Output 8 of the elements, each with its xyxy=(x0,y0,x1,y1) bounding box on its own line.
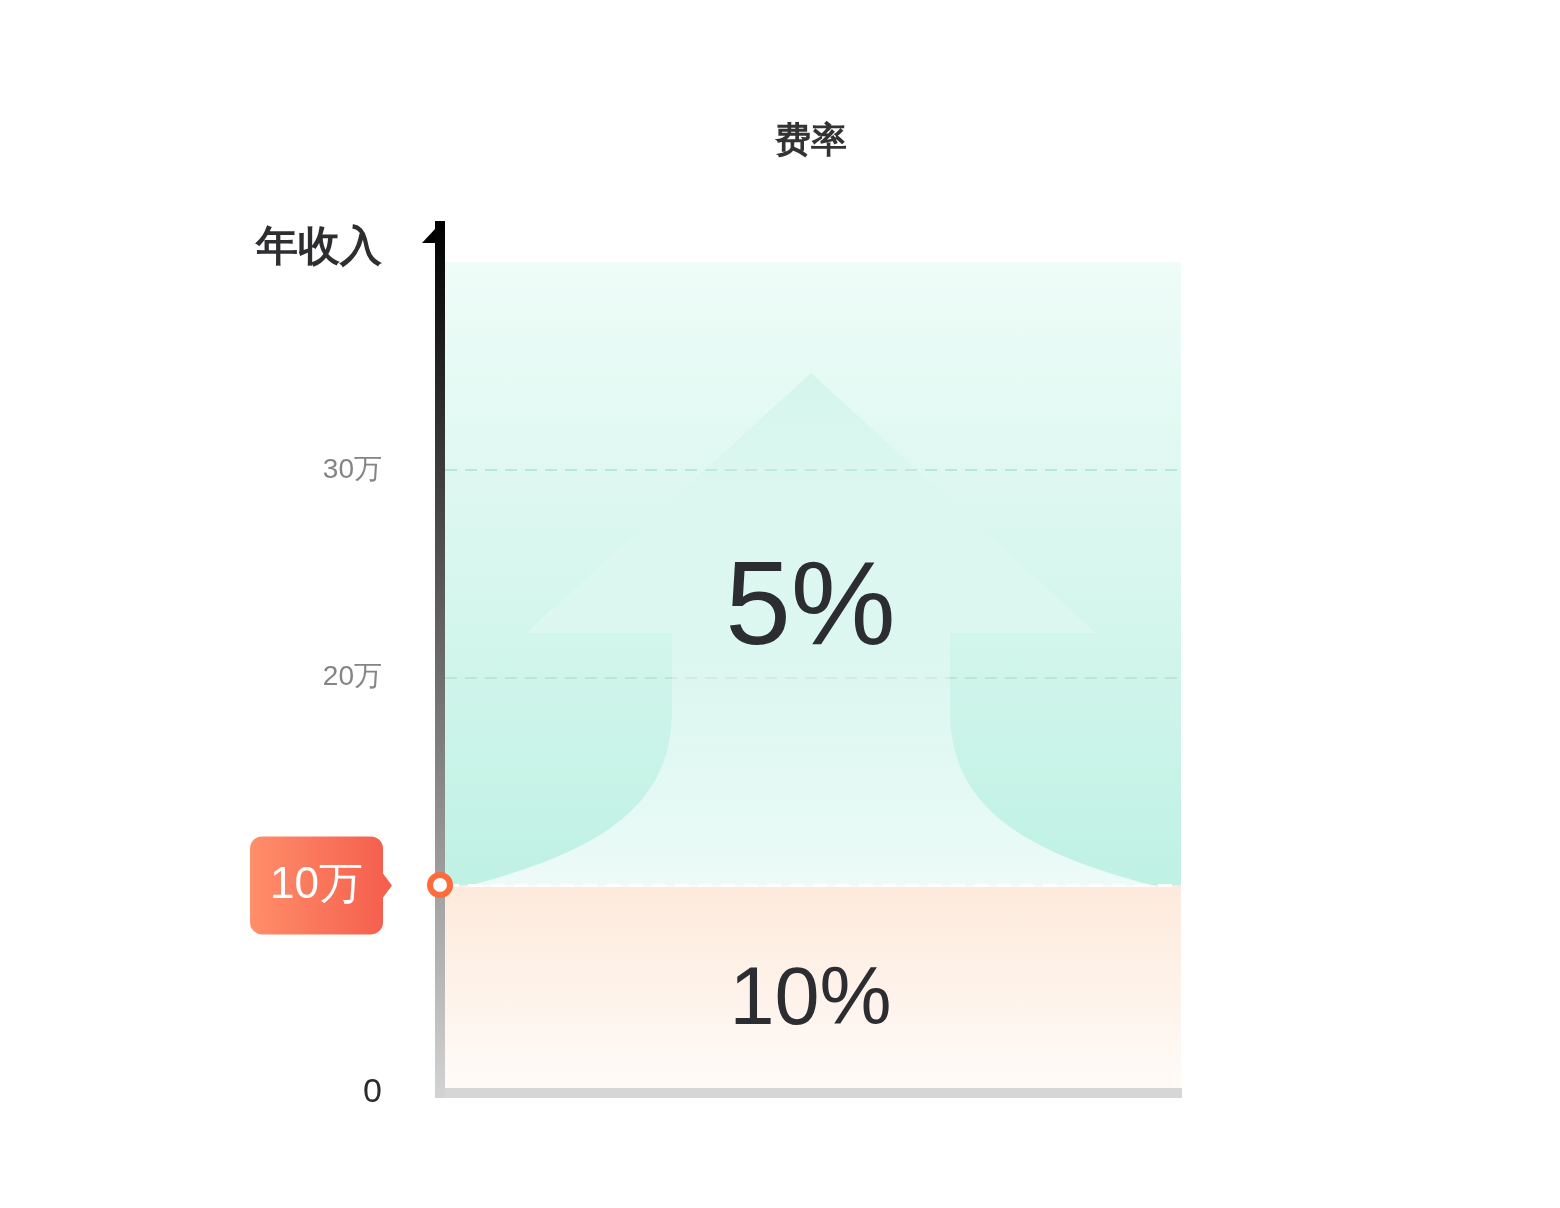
y-tick-label: 20万 xyxy=(322,660,382,692)
y-tick-label: 0 xyxy=(363,1071,382,1110)
y-tick-label: 30万 xyxy=(322,452,382,484)
annotation: 5% xyxy=(725,536,896,669)
annotation: 10% xyxy=(729,950,892,1041)
chart-title: 费率 xyxy=(773,118,847,160)
ref-line-label: 10万 xyxy=(270,857,364,907)
y-axis-title: 年收入 xyxy=(255,221,383,269)
